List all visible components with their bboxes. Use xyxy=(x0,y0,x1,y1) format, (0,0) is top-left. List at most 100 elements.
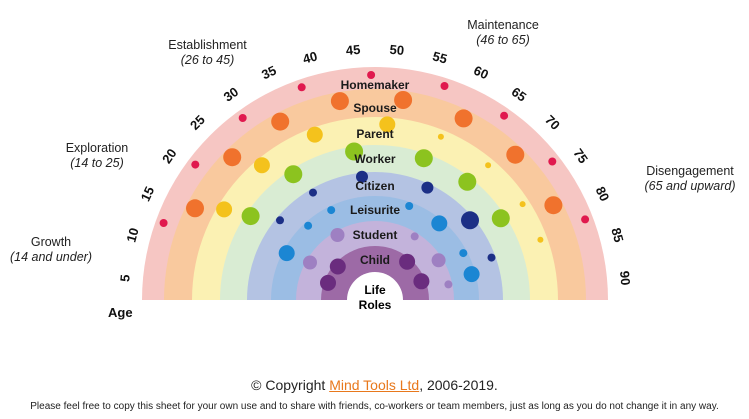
age-tick-label: 50 xyxy=(389,42,405,58)
rainbow-dot xyxy=(459,249,468,258)
copyright-line: © Copyright Mind Tools Ltd, 2006-2019. xyxy=(0,377,749,393)
age-tick-label: 35 xyxy=(259,63,278,83)
stage-disengagement-range: (65 and upward) xyxy=(644,179,736,193)
rainbow-dot xyxy=(431,253,446,268)
age-tick-label: 40 xyxy=(301,48,319,66)
rainbow-dot xyxy=(461,211,479,230)
role-label-leisurite: Leisurite xyxy=(350,203,400,217)
rainbow-dot xyxy=(485,162,492,169)
rainbow-dot xyxy=(500,111,509,120)
rainbow-dot xyxy=(421,181,434,194)
age-axis-title: Age xyxy=(108,305,133,320)
rainbow-dot xyxy=(330,228,345,242)
mind-tools-link[interactable]: Mind Tools Ltd xyxy=(329,377,420,393)
age-tick-label: 65 xyxy=(509,84,529,105)
stage-establishment-name: Establishment xyxy=(168,38,247,52)
rainbow-dot xyxy=(506,145,525,164)
rainbow-dot xyxy=(186,199,204,218)
rainbow-dot xyxy=(454,109,473,128)
copyright-suffix: , 2006-2019. xyxy=(419,377,498,393)
copyright-prefix: © Copyright xyxy=(251,377,330,393)
center-label-roles: Roles xyxy=(359,298,392,312)
rainbow-dot xyxy=(320,274,336,291)
rainbow-dot xyxy=(379,116,396,133)
rainbow-dot xyxy=(306,126,323,143)
role-label-homemaker: Homemaker xyxy=(341,78,410,92)
rainbow-dot xyxy=(544,196,563,215)
age-tick-label: 30 xyxy=(221,84,241,105)
rainbow-dot xyxy=(463,266,480,283)
rainbow-dot xyxy=(444,280,453,289)
rainbow-dot xyxy=(487,253,496,262)
rainbow-dots xyxy=(159,71,590,291)
stage-exploration-name: Exploration xyxy=(65,141,129,155)
age-tick-label: 75 xyxy=(570,146,591,166)
rainbow-dot xyxy=(537,236,544,243)
stage-maintenance: Maintenance (46 to 65) xyxy=(458,18,548,48)
rainbow-dot xyxy=(284,165,303,184)
center-label-life: Life xyxy=(364,283,386,297)
rainbow-dot xyxy=(413,273,430,290)
rainbow-dot xyxy=(238,114,247,122)
rainbow-dot xyxy=(191,160,200,169)
rainbow-dot xyxy=(356,170,368,183)
rainbow-dot xyxy=(491,209,510,228)
stage-exploration: Exploration (14 to 25) xyxy=(52,141,142,171)
rainbow-dot xyxy=(304,221,313,230)
rainbow-dot xyxy=(216,201,233,218)
role-label-worker: Worker xyxy=(354,152,395,166)
rainbow-dot xyxy=(327,206,336,215)
rainbow-dot xyxy=(431,215,448,232)
rainbow-dot xyxy=(253,157,270,174)
rainbow-dot xyxy=(303,255,317,270)
rainbow-dot xyxy=(440,82,449,90)
stage-maintenance-name: Maintenance xyxy=(467,18,539,32)
stage-growth-range: (14 and under) xyxy=(9,250,92,264)
age-tick-label: 5 xyxy=(117,274,133,283)
rainbow-center xyxy=(347,272,403,300)
age-tick-label: 20 xyxy=(159,146,180,166)
stage-growth: Growth (14 and under) xyxy=(6,235,96,265)
rainbow-dot xyxy=(394,91,413,109)
age-tick-label: 15 xyxy=(138,184,158,203)
stage-establishment-range: (26 to 45) xyxy=(180,53,235,67)
rainbow-dot xyxy=(414,149,433,168)
rainbow-dot xyxy=(278,245,295,262)
age-tick-label: 80 xyxy=(593,184,613,203)
stage-disengagement: Disengagement (65 and upward) xyxy=(636,164,744,194)
age-tick-label: 55 xyxy=(431,48,449,66)
age-tick-label: 90 xyxy=(617,270,633,286)
rainbow-dot xyxy=(159,219,168,227)
stage-growth-name: Growth xyxy=(30,235,72,249)
rainbow-dot xyxy=(329,258,346,275)
rainbow-dot xyxy=(345,142,364,161)
rainbow-dot xyxy=(437,133,444,140)
rainbow-dot xyxy=(399,253,416,270)
rainbow-dot xyxy=(297,83,306,92)
role-label-spouse: Spouse xyxy=(353,101,397,115)
rainbow-dot xyxy=(276,216,284,225)
rainbow-dot xyxy=(410,232,419,241)
rainbow-dot xyxy=(367,71,376,79)
age-tick-label: 10 xyxy=(123,226,141,244)
rainbow-dot xyxy=(405,202,414,210)
role-label-student: Student xyxy=(353,228,398,242)
rainbow-dot xyxy=(309,188,317,197)
age-tick-label: 60 xyxy=(471,63,490,83)
role-label-parent: Parent xyxy=(356,127,393,141)
rainbow-dot xyxy=(330,92,349,111)
role-labels: Homemaker Spouse Parent Worker Citizen Leisur… xyxy=(341,78,410,267)
rainbow-dot xyxy=(241,207,260,226)
stage-establishment: Establishment (26 to 45) xyxy=(160,38,255,68)
rainbow-dot xyxy=(458,172,477,191)
stage-exploration-range: (14 to 25) xyxy=(70,156,124,170)
age-tick-label: 45 xyxy=(345,42,361,58)
rainbow-dot xyxy=(548,157,557,166)
role-label-child: Child xyxy=(360,253,390,267)
age-tick-label: 70 xyxy=(542,112,563,133)
rainbow-dot xyxy=(271,112,290,131)
usage-notice: Please feel free to copy this sheet for … xyxy=(30,401,719,412)
rainbow-dot xyxy=(519,201,526,208)
stage-maintenance-range: (46 to 65) xyxy=(476,33,530,47)
